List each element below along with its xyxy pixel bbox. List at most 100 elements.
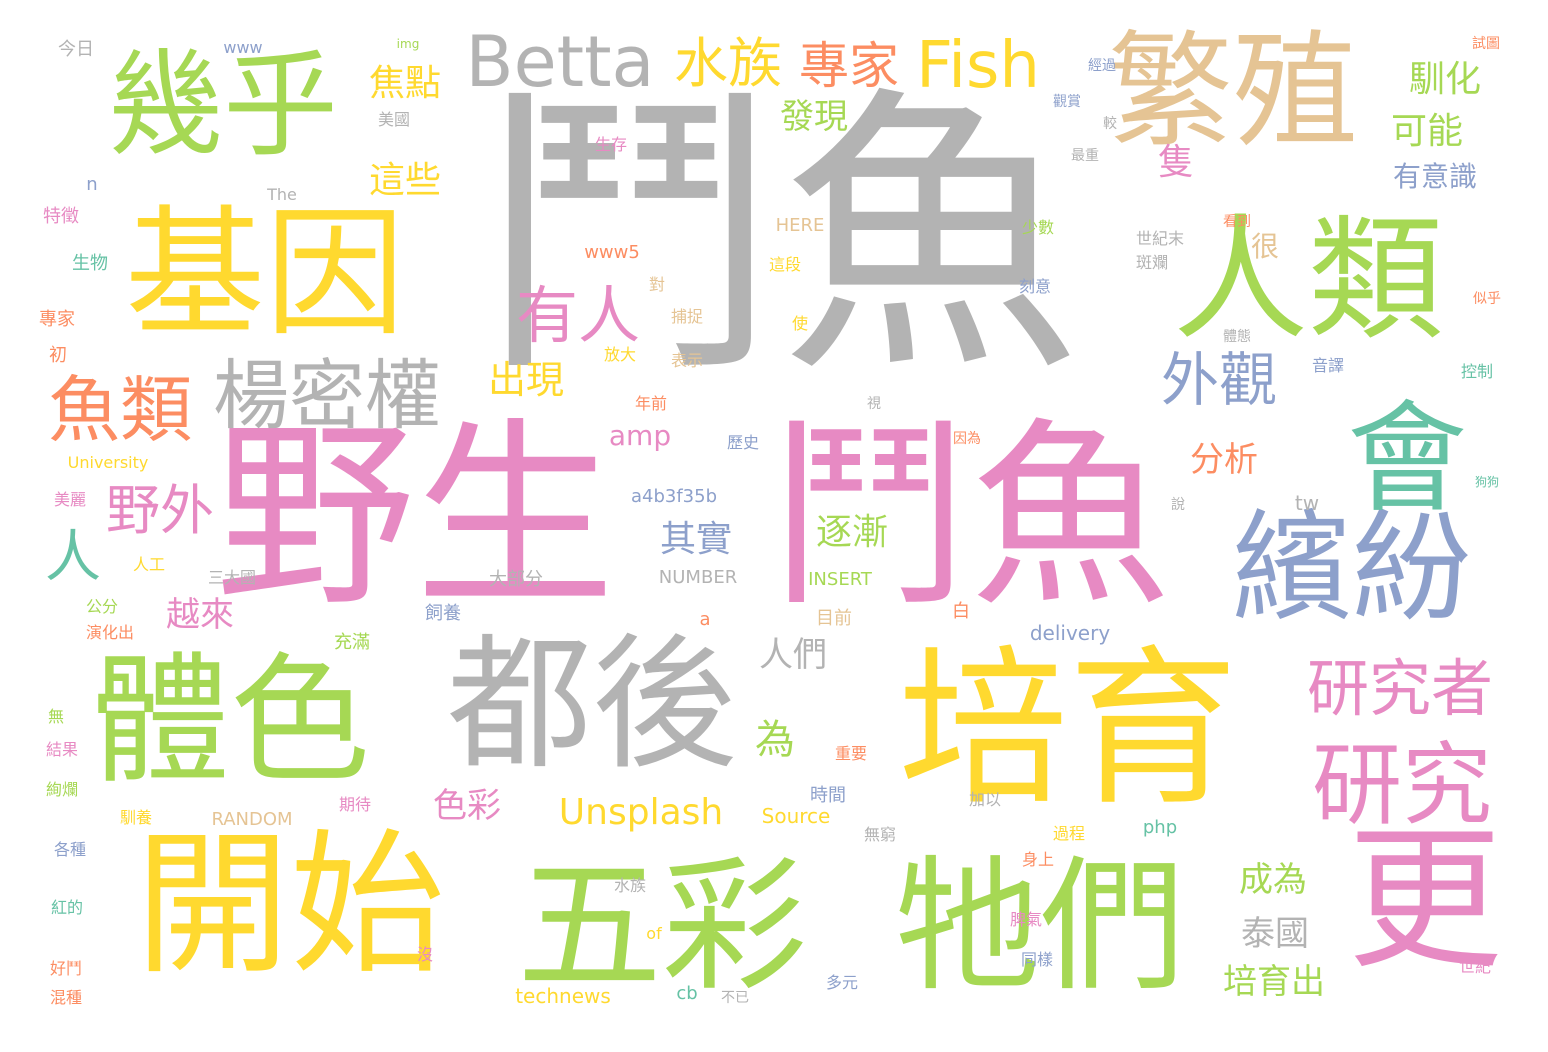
word: 初 [49,345,67,366]
word: The [267,185,297,204]
word: 紅的 [50,898,84,917]
word: 較 [1103,116,1117,132]
word: Unsplash [558,792,724,833]
word: 同樣 [1020,950,1054,969]
word: 好鬥 [49,959,83,978]
word: 開始 [135,814,445,996]
word: 放大 [603,345,637,364]
word: 人工 [132,555,166,574]
word: 經過 [1088,58,1116,74]
word: 年前 [634,394,668,413]
word: 大部分 [489,569,543,590]
word: 體態 [1223,329,1251,345]
word: 世紀 [1458,957,1492,976]
word: 泰國 [1241,914,1309,954]
word: 牠們 [895,842,1185,1012]
word: 水族 [674,32,782,95]
word: 野生 [214,401,616,634]
word: 幾乎 [107,38,339,173]
word: 控制 [1460,362,1494,381]
word: www [223,38,263,57]
word: 更 [1347,809,1503,991]
word: 白 [952,601,970,622]
word: RANDOM [211,809,293,830]
word: 過程 [1052,824,1086,843]
word: img [396,37,420,51]
word: 期待 [338,795,372,814]
word: php [1142,817,1178,838]
word: 體色 [89,640,371,803]
word: of [646,924,662,943]
word: 似乎 [1473,291,1501,307]
word: 沒 [416,945,434,964]
word: 基因 [124,193,406,356]
word: University [67,453,149,472]
word: 公分 [85,597,119,616]
word: 發現 [780,97,848,137]
word: 無 [47,707,65,726]
word: 五彩 [517,842,807,1012]
word: Betta [465,21,655,103]
word: 不已 [721,990,749,1006]
word: 都後 [447,620,737,790]
word: 這些 [368,160,442,201]
word: 培育 [897,631,1239,829]
word: technews [515,984,611,1008]
word: 音譯 [1311,356,1345,375]
word: www5 [584,242,640,263]
word: 會 [1347,390,1467,529]
word: 捕捉 [670,307,704,326]
word: 最重 [1071,148,1099,164]
word: 絢爛 [45,780,79,799]
word: cb [676,983,698,1004]
word: 人類 [1173,201,1443,359]
word: 研究 [1312,733,1492,838]
word: 結果 [45,740,79,759]
word: 今日 [58,39,94,60]
word: 培育出 [1223,962,1325,1002]
word: 魚類 [47,368,193,452]
word: 隻 [1157,142,1195,183]
word: 對 [648,275,666,294]
word: delivery [1029,621,1111,645]
word: 馴養 [119,808,153,827]
word: 人們 [759,635,827,675]
word: 飼養 [425,603,461,624]
word: 少數 [1021,218,1055,237]
word: 多元 [825,973,859,992]
word: Source [761,804,831,828]
word: 這段 [768,255,802,274]
word: 逐漸 [815,512,889,553]
word: 看到 [1223,214,1251,230]
word: 充滿 [334,632,370,653]
word: amp [608,419,672,452]
word: 視 [867,396,881,412]
word: 表示 [670,351,704,370]
word: 刻意 [1018,277,1052,296]
word: 演化出 [85,623,135,642]
word: 繁殖 [1108,19,1358,165]
word: Fish [916,29,1040,103]
word: 為 [755,717,795,763]
word: a4b3f35b [630,486,718,507]
word: 時間 [810,785,846,806]
word: 三大國 [207,568,257,587]
word: 專家 [799,37,899,95]
word: 說 [1171,497,1185,513]
word: 楊密權 [213,351,441,440]
word: 越來 [166,595,234,635]
word: 身上 [1021,850,1055,869]
word: 繽紛 [1232,499,1472,638]
word: 水族 [613,876,647,895]
word: 混種 [49,988,83,1007]
word: 美國 [377,110,411,129]
word: 野外 [106,479,214,542]
word: 各種 [53,840,87,859]
word: 研究者 [1306,652,1494,725]
word: 分析 [1190,440,1258,480]
word: 世紀末 [1135,229,1185,248]
word: 很 [1250,230,1280,263]
word: 生存 [594,135,628,154]
word: HERE [775,215,825,236]
word: 美麗 [53,490,87,509]
